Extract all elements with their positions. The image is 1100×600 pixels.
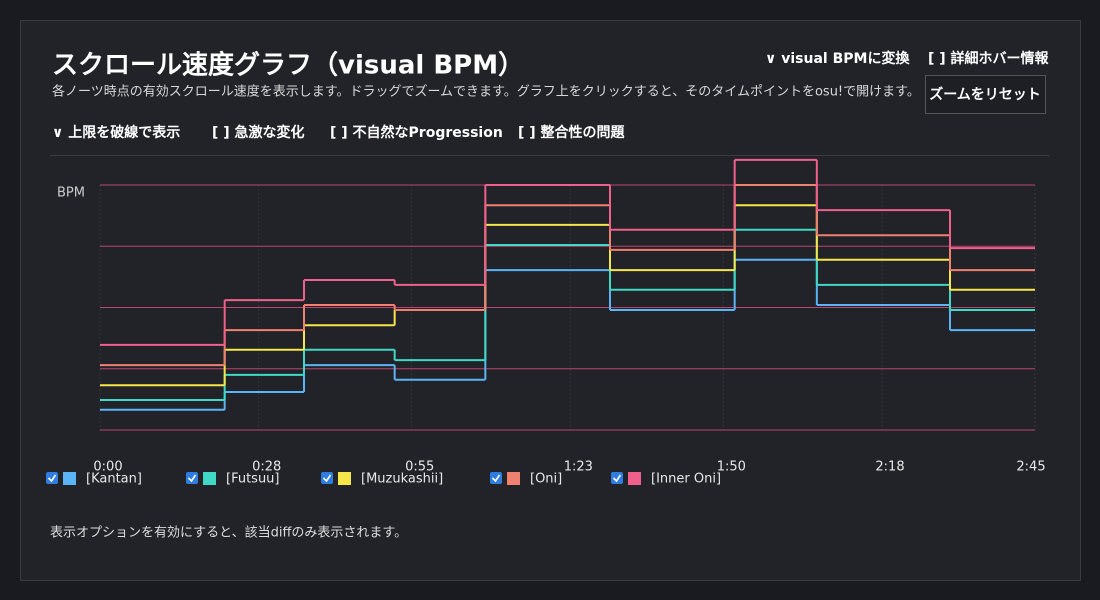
x-tick-label: 1:50 [717, 460, 746, 475]
legend-checkbox[interactable] [186, 472, 198, 484]
legend-check[interactable] [491, 474, 501, 483]
legend-label[interactable]: [Futsuu] [226, 472, 280, 487]
panel [20, 20, 1081, 581]
filter[interactable]: [ ] 不自然なProgression [330, 124, 503, 141]
legend-check[interactable] [322, 474, 332, 483]
filter[interactable]: ∨ 上限を破線で表示 [52, 124, 180, 141]
footer-note: 表示オプションを有効にすると、該当diffのみ表示されます。 [50, 525, 407, 541]
legend-checkbox[interactable] [321, 472, 333, 484]
legend-checkbox[interactable] [490, 472, 502, 484]
x-tick-label: 2:45 [1016, 460, 1045, 475]
title: スクロール速度グラフ（visual BPM） [52, 50, 524, 81]
filter[interactable]: [ ] 急激な変化 [212, 124, 305, 141]
x-tick-label: 0:00 [93, 460, 122, 475]
legend-swatch [63, 472, 76, 485]
y-axis-label: BPM [57, 186, 85, 201]
legend-swatch [338, 472, 351, 485]
legend-label[interactable]: [Oni] [530, 472, 562, 487]
reset-button-label[interactable]: ズームをリセット [929, 86, 1041, 103]
x-tick-label: 0:28 [252, 460, 281, 475]
legend-checkbox[interactable] [611, 472, 623, 484]
legend-swatch [628, 472, 641, 485]
legend-swatch [203, 472, 216, 485]
x-tick-label: 0:55 [405, 460, 434, 475]
option-toggle[interactable]: [ ] 詳細ホバー情報 [928, 50, 1050, 67]
legend-label[interactable]: [Inner Oni] [651, 472, 721, 487]
legend-checkbox[interactable] [46, 472, 58, 484]
description: 各ノーツ時点の有効スクロール速度を表示します。ドラッグでズームできます。グラフ上… [52, 84, 920, 100]
filter[interactable]: [ ] 整合性の問題 [518, 124, 626, 141]
legend-check[interactable] [612, 474, 622, 483]
x-tick-label: 1:23 [564, 460, 593, 475]
legend-label[interactable]: [Kantan] [86, 472, 142, 487]
x-tick-label: 2:18 [875, 460, 904, 475]
reset-button[interactable] [925, 75, 1046, 114]
legend-check[interactable] [187, 474, 197, 483]
legend-label[interactable]: [Muzukashii] [361, 472, 443, 487]
legend-swatch [507, 472, 520, 485]
legend-check[interactable] [47, 474, 57, 483]
option-toggle[interactable]: ∨ visual BPMに変換 [765, 50, 910, 67]
